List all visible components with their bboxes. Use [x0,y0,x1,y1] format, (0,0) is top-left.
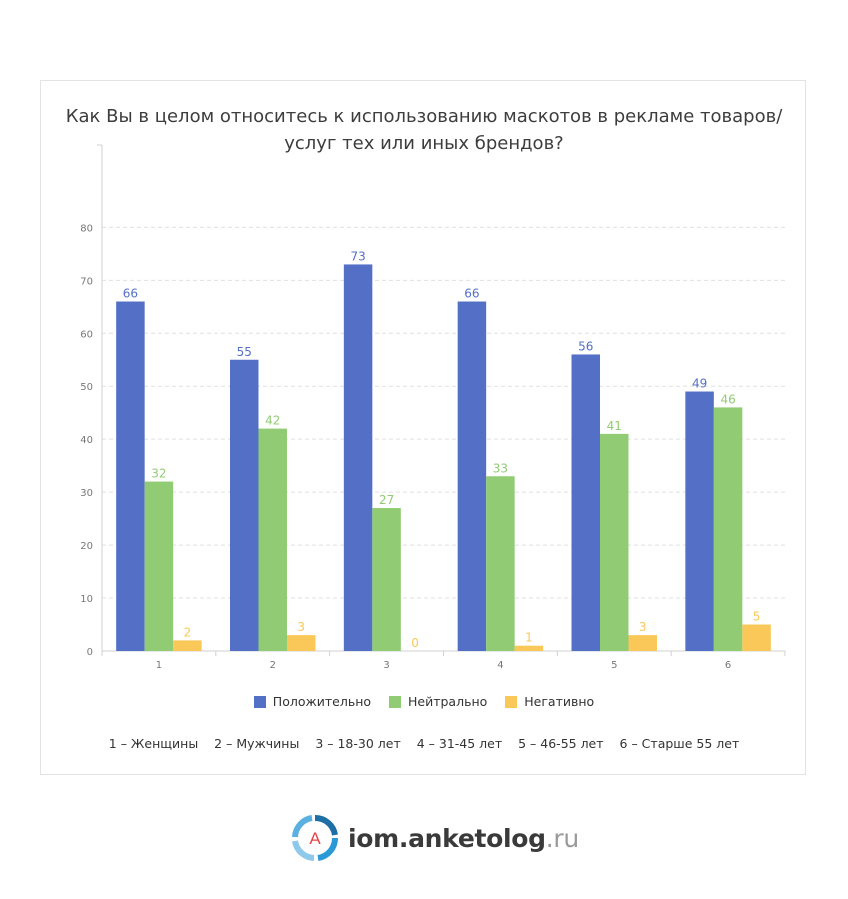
data-label: 66 [123,287,138,301]
data-label: 3 [639,620,647,634]
data-label: 3 [297,620,305,634]
legend-label-positive: Положительно [272,694,372,709]
legend-swatch-negative [505,695,518,708]
data-label: 49 [692,377,707,391]
bar [600,433,629,651]
data-label: 32 [151,467,166,481]
legend-item-positive[interactable]: Положительно [253,694,372,709]
bar [685,391,714,651]
bar [372,508,401,651]
bar-chart: 0102030405060708016632225542337327046633… [80,144,786,671]
data-label: 66 [464,287,479,301]
data-label: 73 [350,249,365,263]
legend-item-neutral[interactable]: Нейтрально [389,694,487,709]
legend-item-negative[interactable]: Негативно [505,694,594,709]
x-tick-label: 2 [270,660,276,671]
bar [457,301,487,651]
brand-tld: .ru [545,823,579,853]
bar [230,359,259,651]
bar [628,635,657,651]
x-tick-label: 3 [383,660,389,671]
chart-legend: Положительно Нейтрально Негативно [41,694,807,711]
footnote-item-4: 4 – 31-45 лет [416,736,503,751]
y-tick-label: 80 [80,223,93,234]
legend-swatch-positive [253,695,266,708]
y-tick-label: 10 [80,594,93,605]
footnote-item-5: 5 – 46-55 лет [518,736,604,751]
chart-card: Как Вы в целом относитесь к использовани… [40,80,806,775]
chart-title: Как Вы в целом относитесь к использовани… [41,103,807,157]
category-footnote: 1 – Женщины 2 – Мужчины 3 – 18-30 лет 4 … [41,736,807,751]
brand-logo[interactable]: A iom.anketolog.ru [292,815,579,861]
x-tick-label: 1 [156,660,162,671]
y-tick-label: 50 [80,382,93,393]
legend-swatch-neutral [389,695,401,708]
bar [258,428,287,651]
y-tick-label: 70 [80,276,93,287]
brand-text: iom.anketolog.ru [348,824,579,853]
legend-label-neutral: Нейтрально [408,694,488,709]
bar [287,635,316,651]
data-label: 46 [720,392,735,406]
x-tick-label: 5 [611,660,617,671]
data-label: 1 [525,631,533,645]
legend-label-negative: Негативно [524,694,595,709]
anketolog-logo-icon: A [292,815,338,861]
bar [713,407,743,651]
bar [144,481,174,651]
bar [571,354,600,651]
data-label: 0 [411,636,419,650]
bar [343,264,373,651]
footnote-item-6: 6 – Старше 55 лет [619,736,740,751]
bar [514,645,544,651]
y-tick-label: 30 [80,488,93,499]
data-label: 5 [753,610,761,624]
y-tick-label: 0 [87,647,93,658]
chart-title-line-1: Как Вы в целом относитесь к использовани… [65,106,783,127]
bar [742,624,771,651]
data-label: 33 [493,461,508,475]
footnote-item-2: 2 – Мужчины [214,736,300,751]
y-tick-label: 40 [80,435,93,446]
bar [486,476,515,651]
footnote-item-3: 3 – 18-30 лет [315,736,401,751]
data-label: 55 [237,345,252,359]
bar [173,640,202,651]
brand-name: iom.anketolog [348,823,546,853]
logo-letter: A [309,829,321,848]
data-label: 56 [578,339,593,353]
x-tick-label: 4 [497,660,503,671]
footnote-item-1: 1 – Женщины [108,736,199,751]
data-label: 27 [379,493,394,507]
data-label: 42 [265,414,280,428]
data-label: 41 [607,419,622,433]
x-tick-label: 6 [725,660,731,671]
bar [116,301,145,651]
y-tick-label: 60 [80,329,93,340]
y-tick-label: 20 [80,541,93,552]
chart-title-line-2: услуг тех или иных брендов? [284,133,564,154]
data-label: 2 [184,625,192,639]
